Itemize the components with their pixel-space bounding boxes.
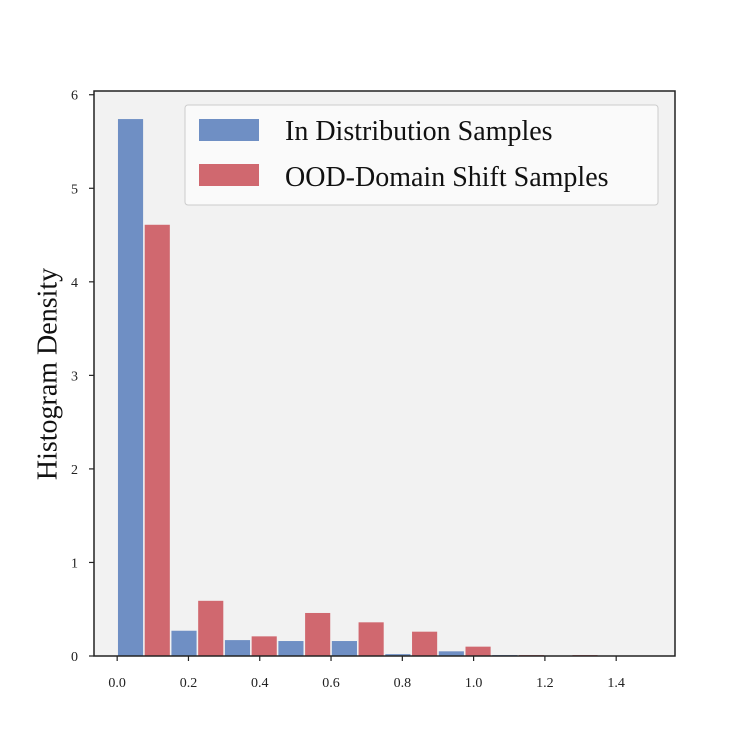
bar-series-0-bin-1 [171,630,197,656]
x-tick-label: 1.4 [607,676,625,691]
bar-series-1-bin-5 [412,631,438,656]
x-tick-label: 0.4 [251,676,269,691]
legend-label-ood-domain-shift: OOD-Domain Shift Samples [285,162,609,193]
x-tick-label: 0.0 [108,676,126,691]
y-tick-label: 4 [71,276,78,291]
x-tick-label: 0.2 [180,676,198,691]
y-axis-label: Histogram Density [32,268,63,480]
x-tick-label: 1.0 [465,676,483,691]
bars-group [117,119,598,656]
x-tick-label: 0.8 [394,676,412,691]
legend-label-in-distribution: In Distribution Samples [285,116,553,147]
bar-series-0-bin-2 [224,640,251,656]
bar-series-1-bin-3 [305,612,331,656]
y-tick-label: 0 [71,650,78,665]
y-tick-label: 2 [71,463,78,478]
bar-series-0-bin-5 [385,654,411,656]
bar-series-0-bin-6 [438,651,464,656]
bar-series-1-bin-6 [465,646,491,656]
bar-series-0-bin-0 [117,119,144,656]
x-tick-label: 1.2 [536,676,554,691]
y-axis-ticks: 0 1 2 3 4 5 6 [71,89,94,665]
x-axis-ticks: 0.0 0.2 0.4 0.6 0.8 1.0 1.2 1.4 [108,656,625,691]
y-tick-label: 1 [71,556,78,571]
legend-swatch-ood-domain-shift [199,164,259,186]
y-tick-label: 3 [71,369,78,384]
plot-frame [93,90,676,657]
bar-series-1-bin-4 [358,622,384,656]
legend-box [184,104,659,206]
bar-series-0-bin-4 [331,641,357,656]
legend-swatch-in-distribution [199,119,259,141]
bar-series-1-bin-2 [251,636,277,656]
bar-series-0-bin-3 [278,641,304,656]
y-tick-label: 5 [71,182,78,197]
bar-series-1-bin-0 [144,224,170,656]
bar-series-1-bin-1 [198,600,224,656]
legend: In Distribution Samples OOD-Domain Shift… [184,104,659,206]
x-tick-label: 0.6 [322,676,340,691]
y-tick-label: 6 [71,89,78,104]
